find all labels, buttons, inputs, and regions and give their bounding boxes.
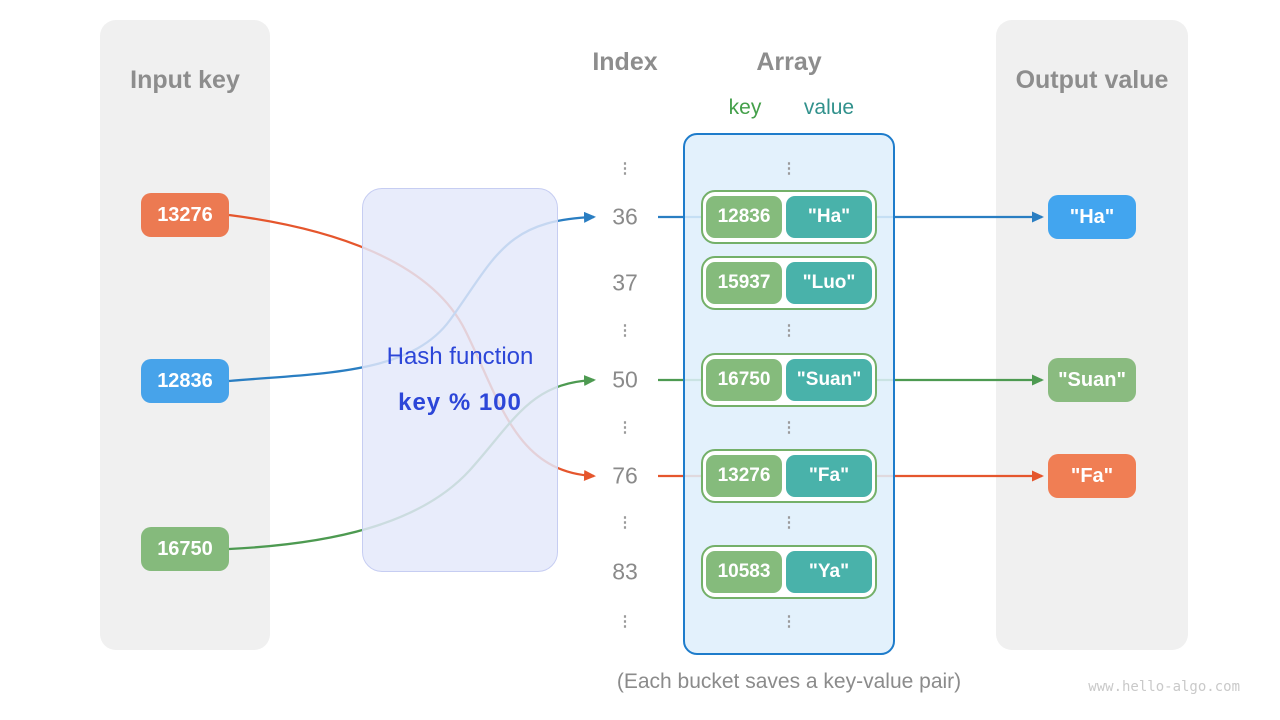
array-ellipsis: ⋮ [781, 419, 797, 436]
bucket-row-76: 13276 "Fa" [701, 449, 877, 503]
bucket-value: "Ya" [786, 551, 872, 593]
array-ellipsis: ⋮ [781, 613, 797, 630]
array-ellipsis: ⋮ [781, 514, 797, 531]
array-title: Array [756, 48, 822, 76]
bucket-row-37: 15937 "Luo" [701, 256, 877, 310]
bucket-key: 15937 [706, 262, 782, 304]
watermark: www.hello-algo.com [1088, 679, 1240, 695]
input-key-12836: 12836 [141, 359, 229, 403]
output-value-fa: "Fa" [1048, 454, 1136, 498]
bucket-row-36: 12836 "Ha" [701, 190, 877, 244]
index-36: 36 [612, 203, 638, 230]
hash-function-formula: key % 100 [398, 389, 522, 416]
hash-function-box: Hash function key % 100 [362, 188, 558, 572]
index-ellipsis: ⋮ [617, 322, 633, 339]
caption: (Each bucket saves a key-value pair) [616, 670, 962, 693]
bucket-key: 12836 [706, 196, 782, 238]
index-ellipsis: ⋮ [617, 160, 633, 177]
array-ellipsis: ⋮ [781, 160, 797, 177]
value-header: value [803, 96, 855, 119]
bucket-value: "Luo" [786, 262, 872, 304]
bucket-value: "Suan" [786, 359, 872, 401]
index-column-title: Index [592, 48, 658, 76]
index-37: 37 [612, 269, 638, 296]
output-value-ha: "Ha" [1048, 195, 1136, 239]
input-key-16750: 16750 [141, 527, 229, 571]
index-ellipsis: ⋮ [617, 419, 633, 436]
hash-function-label: Hash function [386, 343, 534, 370]
bucket-value: "Ha" [786, 196, 872, 238]
output-value-suan: "Suan" [1048, 358, 1136, 402]
index-50: 50 [612, 366, 638, 393]
array-ellipsis: ⋮ [781, 322, 797, 339]
bucket-key: 10583 [706, 551, 782, 593]
index-76: 76 [612, 462, 638, 489]
input-key-13276: 13276 [141, 193, 229, 237]
bucket-row-50: 16750 "Suan" [701, 353, 877, 407]
bucket-value: "Fa" [786, 455, 872, 497]
index-ellipsis: ⋮ [617, 514, 633, 531]
input-key-panel: Input key 13276 12836 16750 [100, 20, 270, 650]
bucket-key: 16750 [706, 359, 782, 401]
index-ellipsis: ⋮ [617, 613, 633, 630]
index-83: 83 [612, 558, 638, 585]
bucket-key: 13276 [706, 455, 782, 497]
key-header: key [728, 96, 762, 119]
output-panel-title: Output value [1015, 66, 1169, 94]
bucket-row-83: 10583 "Ya" [701, 545, 877, 599]
output-value-panel: Output value "Ha" "Suan" "Fa" [996, 20, 1188, 650]
input-panel-title: Input key [130, 66, 240, 94]
